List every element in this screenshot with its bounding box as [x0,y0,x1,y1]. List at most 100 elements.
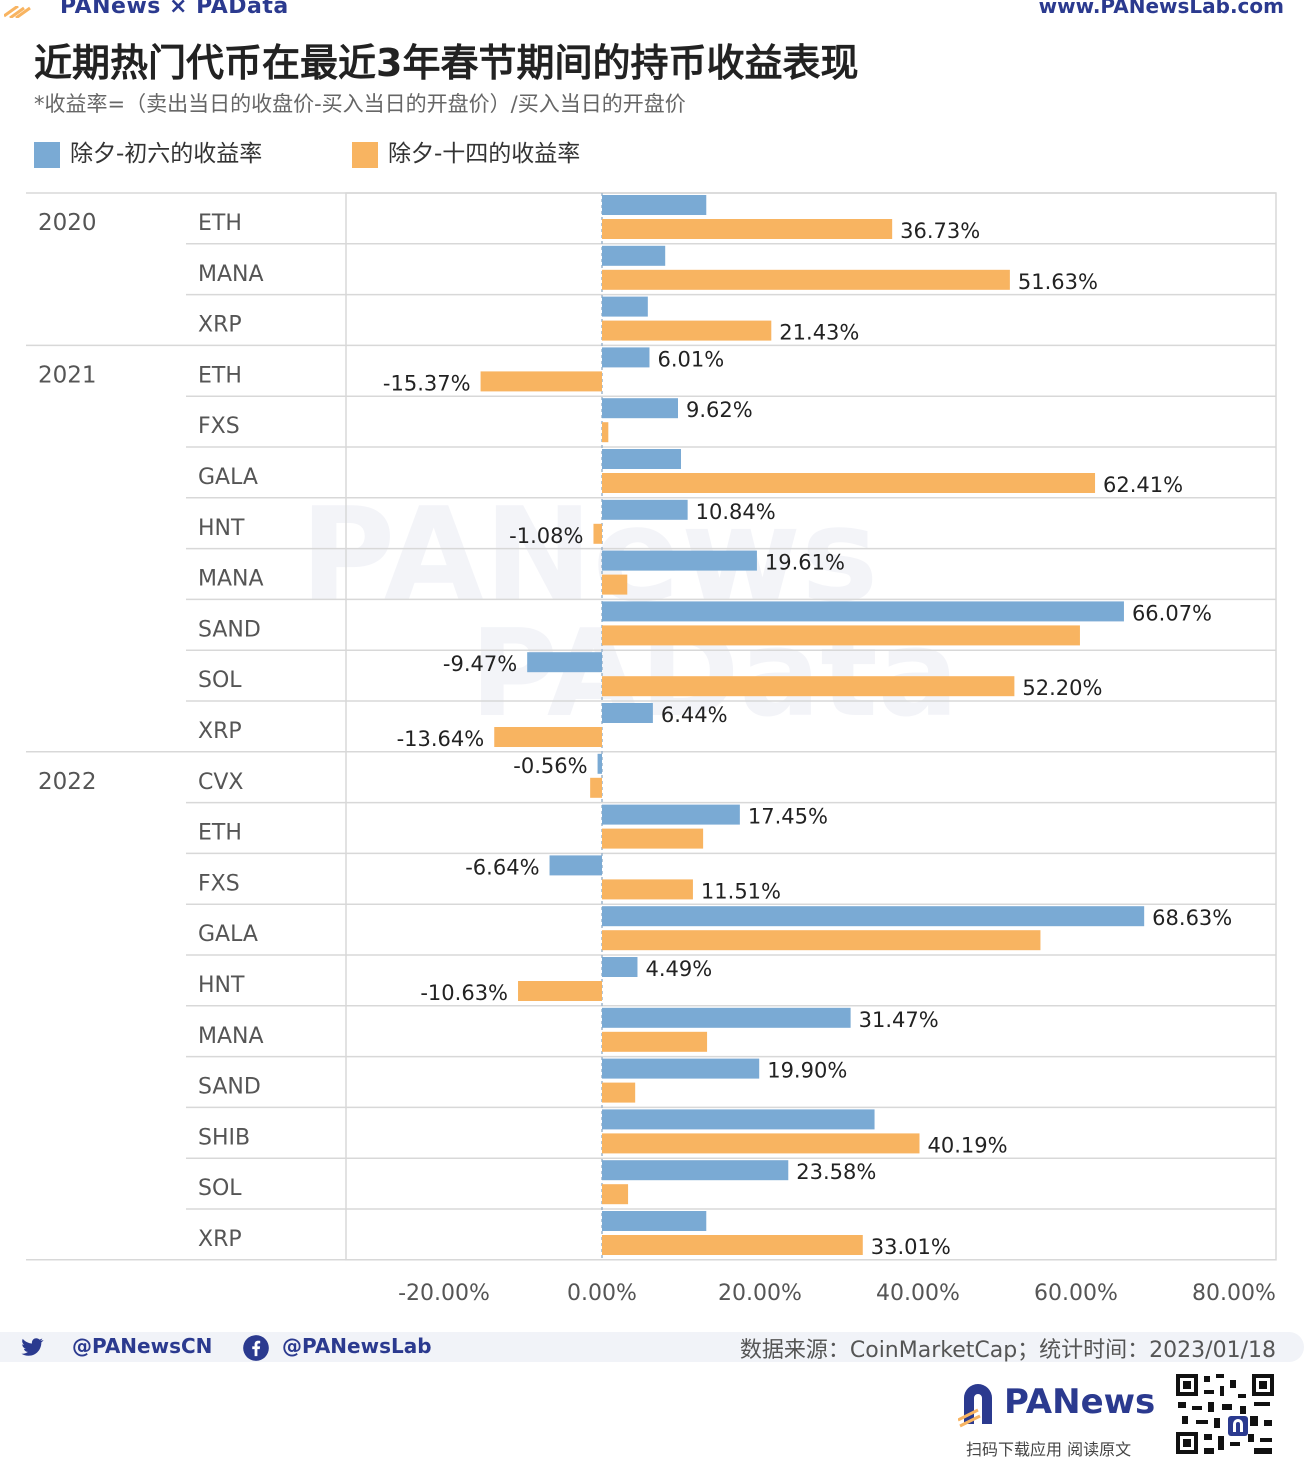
x-tick-label: -20.00% [398,1281,490,1306]
bar-series-2 [602,269,1010,290]
footer: @PANewsCN @PANewsLab 数据来源：CoinMarketCap；… [0,1330,1304,1366]
data-label: -6.64% [465,855,539,879]
bar-series-2 [602,1031,708,1052]
data-label: 62.41% [1103,473,1183,497]
panews-logo-icon [958,1384,992,1428]
row-token-label: GALA [198,922,258,947]
data-label: 36.73% [900,219,980,243]
row-token-label: SAND [198,1075,261,1100]
twitter-handle[interactable]: @PANewsCN [72,1334,213,1358]
download-cta: 扫码下载应用 阅读原文 [966,1440,1132,1459]
row-token-label: MANA [198,1024,264,1049]
x-tick-label: 20.00% [718,1281,802,1306]
bar-series-1 [602,1007,851,1028]
top-brand-bar: PANews × PAData www.PANewsLab.com [0,0,1304,19]
x-tick-label: 40.00% [876,1281,960,1306]
data-label: 10.84% [696,500,776,524]
bar-series-1 [602,804,740,825]
row-token-label: SOL [198,668,242,693]
data-label: -0.56% [513,754,587,778]
facebook-handle[interactable]: @PANewsLab [282,1334,432,1358]
bar-series-1 [602,1058,760,1079]
data-label: 66.07% [1132,601,1212,625]
bar-series-1 [602,398,678,419]
data-label: -9.47% [443,652,517,676]
data-label: -15.37% [383,371,471,395]
row-token-label: ETH [198,821,242,846]
bar-series-1 [602,499,688,520]
bar-series-2 [602,930,1041,951]
row-token-label: GALA [198,465,258,490]
bar-series-2 [602,473,1096,493]
bar-series-1 [602,550,757,571]
bar-series-1 [602,906,1145,927]
brand-text: PANews × PAData [60,0,289,19]
x-tick-label: 60.00% [1034,1281,1118,1306]
bar-series-2 [602,1184,629,1205]
bar-series-2 [480,371,602,392]
row-token-label: SHIB [198,1125,250,1150]
legend-label-2: 除夕-十四的收益率 [388,141,581,167]
x-tick-label: 0.00% [567,1281,637,1306]
data-label: 21.43% [779,321,859,345]
data-label: 11.51% [701,879,781,903]
qr-code-icon[interactable] [1174,1372,1276,1456]
row-token-label: XRP [198,1227,242,1252]
data-label: 40.19% [928,1133,1008,1157]
bar-series-2 [602,320,772,341]
bar-series-1 [602,245,666,266]
bar-series-1 [602,1211,707,1231]
twitter-icon[interactable] [18,1334,46,1360]
bar-series-2 [602,1133,920,1154]
legend-item-1: 除夕-初六的收益率 [34,134,262,168]
bar-series-2 [602,828,704,849]
data-label: 9.62% [686,398,753,422]
group-year-label: 2021 [38,362,97,388]
group-year-label: 2020 [38,210,97,236]
chart-labels: 2020 ETH 36.73% MANA 51.63% XRP 21.43% 2021 ETH 6… [38,210,1276,1306]
row-token-label: MANA [198,262,264,287]
data-label: 6.01% [657,347,724,371]
bar-series-2 [602,422,609,443]
bar-series-1 [602,1109,875,1130]
row-token-label: CVX [198,770,243,795]
panews-logo-text: PANews [1004,1382,1156,1422]
data-label: -10.63% [420,981,508,1005]
legend-swatch-1 [34,141,60,168]
row-token-label: HNT [198,973,245,998]
bar-series-1 [602,703,653,723]
bar-series-2 [602,574,628,595]
x-tick-label: 80.00% [1192,1281,1276,1306]
site-url[interactable]: www.PANewsLab.com [1038,0,1284,18]
group-year-label: 2022 [38,769,97,795]
bar-series-1 [602,195,707,215]
facebook-icon[interactable] [242,1334,270,1362]
row-token-label: XRP [198,313,242,338]
data-label: 31.47% [859,1008,939,1032]
bar-series-1 [602,449,681,469]
row-token-label: ETH [198,363,242,388]
chart-bars [480,195,1145,1255]
row-token-label: FXS [198,414,240,439]
bar-series-1 [602,347,650,368]
bar-series-1 [602,296,648,317]
brand-stripe-icon [4,6,31,18]
data-label: 17.45% [748,805,828,829]
row-token-label: FXS [198,871,240,896]
data-label: 6.44% [661,703,728,727]
bar-series-2 [602,676,1015,697]
data-label: -1.08% [509,524,583,548]
panews-logo[interactable]: PANews 扫码下载应用 阅读原文 [958,1378,1168,1459]
bar-series-2 [602,1082,636,1103]
chart-grid [26,192,1277,1261]
row-token-label: SOL [198,1176,242,1201]
bar-series-2 [494,727,602,747]
legend-label-1: 除夕-初六的收益率 [70,141,263,167]
chart-subtitle: *收益率=（卖出当日的收盘价-买入当日的开盘价）/买入当日的开盘价 [34,92,686,116]
bar-series-1 [549,855,602,876]
row-token-label: SAND [198,617,261,642]
row-token-label: MANA [198,567,264,592]
data-label: 68.63% [1152,906,1232,930]
bar-series-1 [602,1160,789,1181]
data-label: 51.63% [1018,270,1098,294]
